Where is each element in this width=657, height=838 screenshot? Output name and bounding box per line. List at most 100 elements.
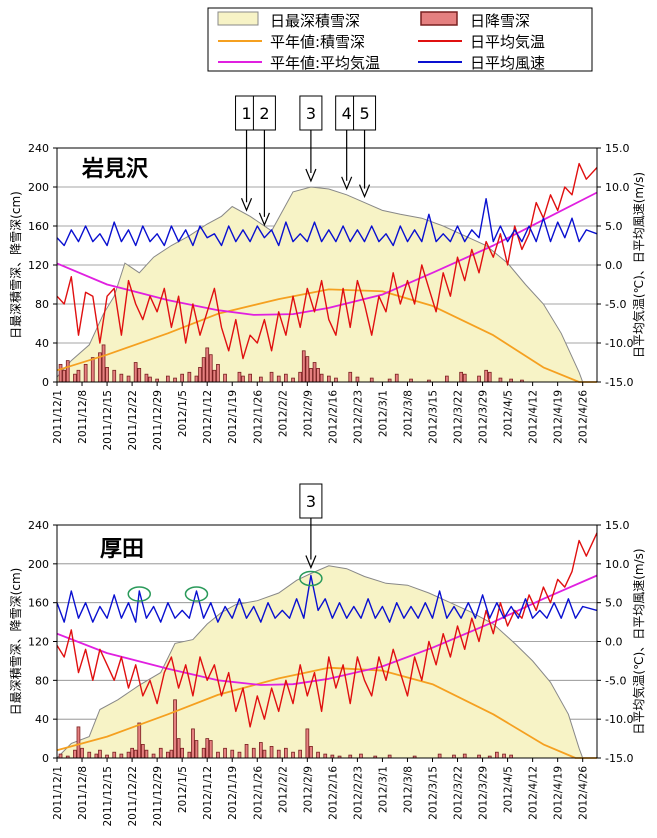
snowfall-bar	[112, 751, 117, 759]
x-tick-label: 2011/12/1	[52, 766, 64, 820]
y2-axis-label: 日平均気温(℃)、日平均風速(m/s)	[631, 172, 646, 358]
legend-swatch	[217, 11, 259, 26]
chart-title: 岩見沢	[81, 157, 149, 182]
snowfall-bar	[241, 375, 245, 383]
y2-tick-label: -15.0	[605, 376, 633, 389]
legend-label: 日最深積雪深	[270, 12, 360, 30]
snowfall-bar	[205, 347, 210, 383]
snowfall-bar	[237, 751, 242, 759]
x-tick-label: 2012/2/23	[352, 766, 364, 820]
snowfall-bar	[176, 738, 181, 759]
snowfall-bar	[359, 753, 363, 759]
x-tick-label: 2012/4/19	[553, 766, 565, 820]
x-tick-label: 2012/1/5	[177, 766, 189, 813]
x-tick-label: 2012/4/12	[528, 766, 540, 820]
snowfall-bar	[283, 747, 288, 759]
snowfall-bar	[119, 753, 124, 759]
snowfall-bar	[291, 377, 295, 383]
snowfall-bar	[126, 751, 131, 759]
callout-label: 3	[306, 104, 316, 123]
x-tick-label: 2012/2/16	[327, 390, 339, 444]
snowfall-bar	[348, 371, 353, 383]
snowfall-bar	[201, 357, 206, 383]
snowfall-bar	[208, 354, 213, 383]
y2-tick-label: 10.0	[605, 181, 630, 194]
snowfall-bar	[437, 753, 442, 759]
snowfall-bar	[201, 747, 206, 759]
x-tick-label: 2012/3/22	[453, 390, 465, 444]
callout-arrowhead	[305, 168, 317, 183]
x-tick-label: 2011/12/29	[152, 390, 164, 451]
y2-tick-label: -10.0	[605, 337, 633, 350]
x-tick-label: 2011/12/15	[102, 390, 114, 451]
x-tick-label: 2012/4/12	[528, 390, 540, 444]
x-tick-label: 2012/3/29	[478, 766, 490, 820]
snowfall-bar	[223, 747, 227, 759]
normal-temp-line	[56, 574, 598, 686]
snowfall-bar	[216, 363, 220, 383]
y-tick-label: 200	[28, 558, 49, 571]
y-tick-label: 160	[28, 597, 49, 610]
snowfall-bar	[223, 373, 227, 383]
snowfall-bar	[212, 369, 217, 383]
chart-2: 0 40 80 120 160 200 240 -15.0 -10.0 -5.0 0.0 5.0 10.…	[8, 483, 646, 827]
snowfall-bar	[487, 371, 492, 383]
x-tick-label: 2012/1/19	[227, 390, 239, 444]
snowfall-bar	[87, 751, 92, 759]
snowfall-bar	[498, 377, 503, 383]
snowfall-bar	[173, 699, 177, 759]
callout-label: 4	[342, 104, 352, 123]
snowfall-bar	[494, 751, 499, 759]
daily-temp-line	[56, 162, 598, 360]
y2-tick-label: -10.0	[605, 713, 633, 726]
snowfall-bar	[90, 357, 95, 383]
snowfall-bar	[194, 740, 199, 759]
snowfall-bar	[165, 375, 170, 383]
snowfall-bar	[276, 375, 281, 383]
snowfall-bar	[130, 747, 134, 759]
snowfall-bar	[316, 751, 320, 759]
snowfall-bar	[194, 375, 199, 383]
x-tick-label: 2012/3/8	[403, 390, 415, 437]
y2-axis-label: 日平均気温(℃)、日平均風速(m/s)	[631, 548, 646, 734]
legend-label: 日平均風速	[470, 54, 545, 72]
snowfall-bar	[208, 740, 213, 759]
snowfall-bar	[198, 366, 202, 383]
y2-tick-label: 0.0	[605, 636, 623, 649]
x-tick-label: 2012/2/2	[277, 766, 289, 813]
x-tick-label: 2011/12/8	[77, 766, 89, 820]
x-tick-label: 2011/12/22	[127, 390, 139, 451]
x-tick-label: 2012/1/26	[252, 390, 264, 444]
snowfall-bar	[133, 749, 138, 759]
callout-arrowhead	[240, 198, 253, 212]
snowfall-bar	[83, 363, 88, 383]
snow-depth-area	[56, 186, 597, 383]
snowfall-bar	[73, 749, 77, 759]
snowfall-bar	[316, 367, 320, 383]
snowfall-bar	[173, 377, 177, 383]
x-tick-label: 2012/1/5	[177, 390, 189, 437]
x-tick-label: 2011/12/15	[102, 766, 114, 827]
y-axis-label: 日最深積雪深、降雪深(cm)	[8, 568, 23, 716]
y-tick-label: 0	[42, 376, 49, 389]
snowfall-bar	[276, 749, 281, 759]
snowfall-bar	[133, 362, 138, 383]
snowfall-bar	[180, 373, 184, 383]
highlight-circle	[127, 586, 152, 602]
legend-label: 平年値:積雪深	[270, 33, 365, 51]
y-tick-label: 120	[28, 259, 49, 272]
snowfall-bar	[323, 753, 328, 759]
y-tick-label: 0	[42, 752, 49, 765]
snowfall-bar	[283, 373, 288, 383]
snowfall-bar	[76, 369, 81, 383]
snowfall-bar	[334, 377, 338, 383]
x-tick-label: 2012/1/26	[252, 766, 264, 820]
snowfall-bar	[216, 751, 220, 759]
y-tick-label: 240	[28, 519, 49, 532]
snowfall-bar	[191, 728, 195, 759]
snowfall-bar	[369, 377, 374, 383]
legend-label: 日平均気温	[470, 33, 545, 51]
snowfall-bar	[140, 744, 145, 759]
x-tick-label: 2012/2/16	[327, 766, 339, 820]
